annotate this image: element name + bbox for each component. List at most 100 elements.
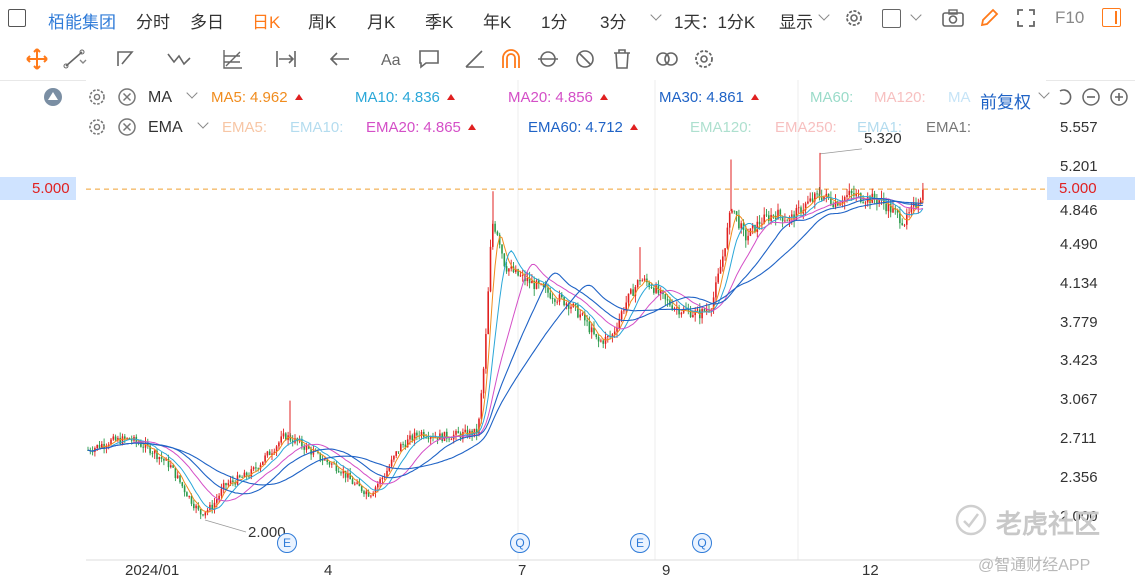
candle-body (758, 221, 761, 225)
fullscreen-icon[interactable] (1015, 7, 1037, 34)
tab-yearly-k[interactable]: 年K (483, 13, 512, 32)
ma-close-icon[interactable] (116, 86, 138, 108)
zoom-out-icon[interactable] (1080, 86, 1102, 108)
candle-body (687, 309, 690, 311)
arrow-tool-icon[interactable] (327, 46, 353, 72)
stock-name[interactable]: 栢能集团 (48, 13, 116, 32)
display-menu[interactable]: 显示 (779, 13, 813, 32)
y-tick-label: 3.779 (1060, 313, 1098, 331)
more-periods-chevron-icon[interactable] (650, 9, 662, 21)
candle-body (216, 499, 218, 503)
candle-body (211, 504, 213, 510)
wave-tool-icon[interactable] (166, 46, 192, 72)
candle-body (593, 327, 595, 335)
magnet-icon[interactable] (498, 46, 524, 72)
top-bar: 栢能集团 分时 多日 日K 周K 月K 季K 年K 1分 3分 1天：1分K 显… (0, 0, 1135, 39)
f10-button[interactable]: F10 (1055, 8, 1085, 27)
ruler-tool-icon[interactable] (462, 46, 488, 72)
candle-body (379, 479, 381, 484)
line-tool-icon[interactable] (62, 46, 88, 72)
kline-chart[interactable] (0, 80, 1135, 585)
candle-body (227, 483, 230, 486)
move-crosshair-icon[interactable] (24, 46, 50, 72)
candle-body (119, 437, 121, 444)
svg-text:Aa: Aa (381, 52, 401, 69)
toolbar-settings-icon[interactable] (691, 46, 717, 72)
undo-icon[interactable] (1052, 86, 1074, 108)
candle-body (351, 479, 354, 484)
settings-gear-icon[interactable] (843, 7, 865, 34)
tab-monthly-k[interactable]: 月K (367, 13, 396, 32)
ema-settings-icon[interactable] (86, 116, 108, 138)
ma10-line (87, 195, 924, 510)
up-arrow-icon (467, 124, 476, 130)
ma-indicator-row: MA MA5: 4.962 MA10: 4.836 MA20: 4.856 MA30: 4.8… (0, 84, 1050, 112)
checkbox-icon[interactable] (882, 9, 901, 28)
earnings-event-marker[interactable]: E (630, 533, 650, 553)
ema-item: EMA250: (775, 119, 837, 136)
checkbox-chevron-icon[interactable] (910, 9, 922, 21)
ema-type-chevron-icon[interactable] (197, 117, 209, 129)
hide-drawings-icon[interactable] (572, 46, 598, 72)
tab-weekly-k[interactable]: 周K (308, 13, 337, 32)
candle-body (689, 310, 692, 318)
sync-icon[interactable] (535, 46, 561, 72)
candle-body (531, 281, 533, 284)
tab-quarterly-k[interactable]: 季K (425, 13, 454, 32)
sidebar-toggle-icon[interactable] (8, 9, 26, 27)
tab-multi-day[interactable]: 多日 (190, 13, 224, 32)
candle-body (634, 287, 637, 296)
ma-type-label[interactable]: MA (148, 89, 172, 106)
tab-1min[interactable]: 1分 (541, 13, 568, 32)
candle-body (475, 428, 478, 435)
candle-body (648, 282, 650, 287)
chart-grid (86, 80, 1046, 561)
candle-body (448, 438, 450, 440)
candle-body (745, 229, 747, 241)
ema-item: EMA5: (222, 119, 267, 136)
collapse-triangle-icon[interactable] (42, 86, 64, 108)
camera-icon[interactable] (941, 7, 965, 34)
fibonacci-tool-icon[interactable] (220, 46, 246, 72)
candle-body (528, 278, 531, 284)
quarterly-event-marker[interactable]: Q (510, 533, 530, 553)
y-tick-label: 3.067 (1060, 391, 1098, 409)
candle-body (505, 266, 508, 272)
display-chevron-icon[interactable] (818, 9, 830, 21)
ma-item: MA5: 4.962 (211, 89, 303, 106)
ma-settings-icon[interactable] (86, 86, 108, 108)
compare-icon[interactable] (654, 46, 680, 72)
pencil-icon[interactable] (978, 7, 1000, 34)
ma-label: MA (948, 89, 971, 106)
candle-body (170, 465, 172, 468)
range-selector[interactable]: 1天：1分K (674, 13, 756, 32)
text-tool-icon[interactable]: Aa (379, 46, 405, 72)
polyline-tool-icon[interactable] (114, 46, 140, 72)
tab-daily-k[interactable]: 日K (252, 13, 281, 32)
candle-body (176, 475, 179, 479)
ma-type-chevron-icon[interactable] (186, 87, 198, 99)
candle-body (142, 446, 144, 448)
quarterly-event-marker[interactable]: Q (692, 533, 712, 553)
candle-body (692, 315, 694, 318)
earnings-event-marker[interactable]: E (277, 533, 297, 553)
moving-average-lines (87, 192, 924, 513)
candle-body (749, 228, 752, 236)
price-adjust-toggle[interactable]: 前复权 (980, 93, 1031, 112)
ema-type-label[interactable]: EMA (148, 119, 183, 136)
range-measure-icon[interactable] (273, 46, 299, 72)
zoom-in-icon[interactable] (1108, 86, 1130, 108)
candle-body (751, 224, 754, 229)
candle-body (903, 224, 906, 226)
adjust-chevron-icon[interactable] (1038, 87, 1050, 99)
ema-close-icon[interactable] (116, 116, 138, 138)
tab-intraday[interactable]: 分时 (136, 13, 170, 32)
candle-body (204, 512, 207, 516)
tab-3min[interactable]: 3分 (600, 13, 627, 32)
candle-body (406, 439, 409, 448)
ema-indicator-row: EMA EMA5: EMA10: EMA20: 4.865 EMA60: 4.712 EMA… (0, 114, 1050, 142)
trash-icon[interactable] (609, 46, 635, 72)
candle-body (554, 299, 556, 302)
side-panel-icon[interactable] (1102, 8, 1121, 27)
comment-tool-icon[interactable] (416, 46, 442, 72)
